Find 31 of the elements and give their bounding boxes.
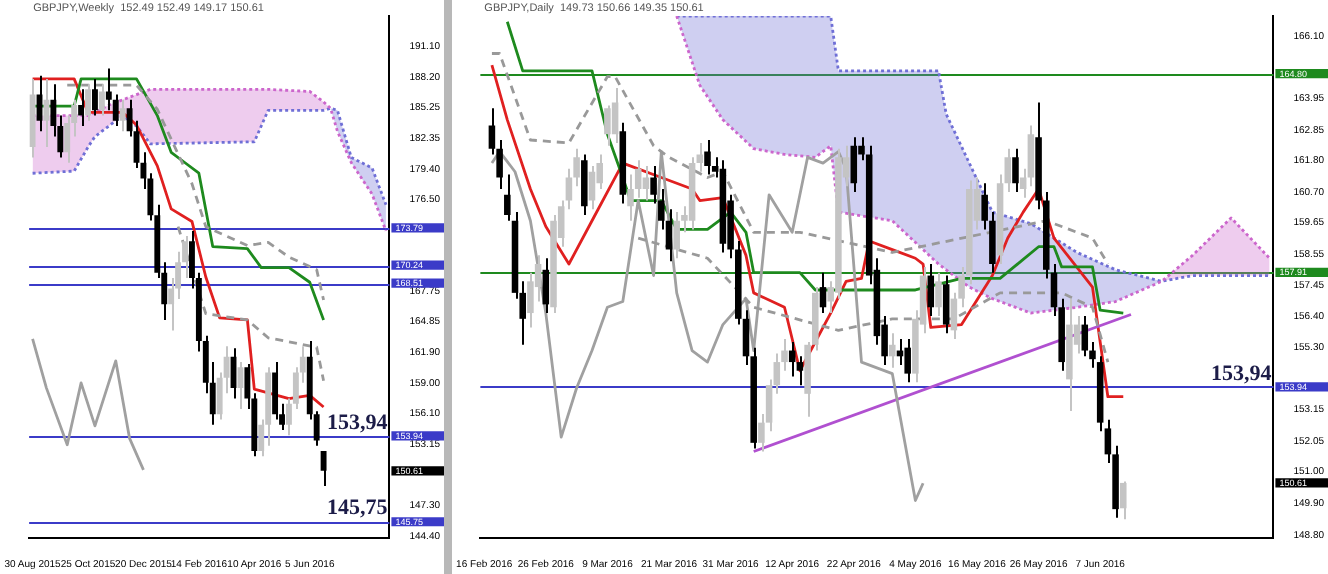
- candlestick: [1120, 480, 1127, 521]
- candlestick: [604, 104, 611, 147]
- line-series: [31, 106, 388, 207]
- candlestick: [904, 338, 911, 384]
- candlestick: [85, 83, 91, 122]
- candlestick: [704, 139, 711, 176]
- line-series: [176, 225, 325, 383]
- candlestick: [942, 274, 950, 335]
- candlestick: [272, 360, 279, 421]
- candlestick: [935, 271, 942, 317]
- candlestick: [320, 450, 327, 487]
- candlestick: [1081, 314, 1089, 358]
- candlestick: [119, 98, 126, 133]
- candlestick: [542, 257, 550, 315]
- candlestick: [78, 88, 85, 128]
- candlestick: [92, 77, 98, 117]
- candlestick: [889, 332, 896, 369]
- candlestick: [527, 271, 534, 329]
- candlestick: [627, 173, 634, 222]
- candlestick: [850, 136, 858, 193]
- candlestick: [504, 173, 511, 222]
- candlestick: [1012, 147, 1019, 193]
- candlestick: [673, 211, 680, 260]
- candlestick: [581, 153, 588, 216]
- line-series: [65, 83, 325, 302]
- annotation: 153,94: [1210, 361, 1273, 386]
- annotation: 153,94: [326, 410, 389, 435]
- candlestick: [98, 83, 105, 117]
- candlestick: [588, 164, 596, 211]
- annotation: 145,75: [326, 496, 389, 521]
- candlestick: [819, 271, 827, 315]
